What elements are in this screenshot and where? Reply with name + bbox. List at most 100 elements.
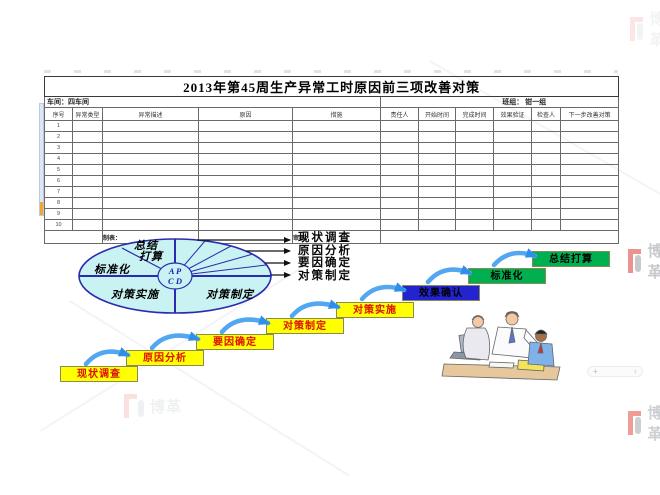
step-list-item: 要因确定	[298, 257, 352, 270]
column-header: 下一步改善对策	[559, 107, 620, 121]
empty-cell	[72, 120, 103, 132]
team-label: 班组： 钳一组	[379, 96, 620, 108]
empty-cell	[380, 120, 419, 132]
brand-logo-text: 博革	[647, 405, 660, 443]
empty-cell	[102, 120, 199, 132]
pdca-label-summary-1: 总结	[134, 239, 159, 252]
brand-watermark: 博革	[124, 394, 182, 418]
empty-cell	[72, 164, 103, 176]
empty-cell	[455, 208, 494, 220]
brand-watermark: 博革	[630, 8, 660, 50]
empty-cell	[380, 175, 419, 187]
empty-cell	[292, 131, 381, 143]
empty-cell	[531, 131, 561, 143]
table-row: 8	[44, 197, 620, 209]
scroll-left-icon[interactable]: ‹	[634, 366, 637, 376]
empty-cell	[455, 219, 494, 231]
empty-cell	[380, 186, 419, 198]
brand-logo-icon	[628, 411, 643, 435]
column-header: 异常类型	[72, 107, 103, 121]
empty-cell	[493, 120, 532, 132]
empty-cell	[72, 142, 103, 154]
column-header: 异常描述	[102, 107, 199, 121]
empty-cell	[493, 197, 532, 209]
empty-cell	[72, 175, 103, 187]
table-row: 5	[44, 164, 620, 176]
empty-cell	[531, 186, 561, 198]
empty-cell	[102, 197, 199, 209]
empty-cell	[292, 164, 381, 176]
teamwork-clipart	[441, 311, 561, 381]
flow-step-keyfactor: 要因确定	[196, 334, 274, 350]
empty-cell	[102, 153, 199, 165]
swoosh-arrow	[83, 347, 131, 367]
empty-cell	[418, 208, 456, 220]
brand-logo-icon	[124, 394, 146, 418]
column-header: 责任人	[380, 107, 419, 121]
empty-cell	[455, 153, 494, 165]
empty-cell	[455, 120, 494, 132]
empty-cell	[198, 120, 293, 132]
empty-cell	[418, 219, 456, 231]
flow-step-analysis: 原因分析	[126, 350, 204, 366]
column-header: 措施	[292, 107, 381, 121]
pdca-label-standardize: 标准化	[94, 263, 131, 276]
empty-cell	[531, 120, 561, 132]
row-number: 3	[44, 142, 73, 154]
empty-cell	[102, 164, 199, 176]
empty-cell	[198, 131, 293, 143]
empty-cell	[292, 186, 381, 198]
empty-cell	[418, 142, 456, 154]
column-header: 完成时间	[455, 107, 494, 121]
empty-cell	[418, 175, 456, 187]
pdca-label-formulate: 对策制定	[206, 288, 255, 301]
empty-cell	[292, 197, 381, 209]
empty-cell	[493, 219, 532, 231]
empty-cell	[72, 208, 103, 220]
pdca-center-circle	[157, 262, 193, 290]
table-row: 9	[44, 208, 620, 220]
row-number: 6	[44, 175, 73, 187]
table-row: 2	[44, 131, 620, 143]
empty-cell	[531, 164, 561, 176]
empty-cell	[379, 230, 620, 244]
column-header: 效果验证	[493, 107, 532, 121]
empty-cell	[102, 186, 199, 198]
empty-cell	[455, 131, 494, 143]
improvement-table: 2013年第45周生产异常工时原因前三项改善对策 车间：四车间 班组： 钳一组 …	[43, 76, 620, 244]
empty-cell	[559, 197, 620, 209]
row-number: 7	[44, 186, 73, 198]
empty-cell	[418, 153, 456, 165]
empty-cell	[493, 164, 532, 176]
empty-cell	[102, 142, 199, 154]
empty-cell	[72, 186, 103, 198]
empty-cell	[198, 153, 293, 165]
scrollbar-remnant[interactable]: + ‹	[587, 366, 643, 377]
table-row: 10	[44, 219, 620, 231]
flow-step-survey: 现状调查	[60, 366, 138, 382]
table-body: 1 2 3 4 5 6 7 8 9 10	[44, 120, 620, 231]
step-list-item: 原因分析	[298, 244, 352, 257]
empty-cell	[531, 142, 561, 154]
empty-cell	[198, 197, 293, 209]
row-number: 4	[44, 153, 73, 165]
empty-cell	[455, 164, 494, 176]
plus-icon: +	[593, 366, 598, 376]
empty-cell	[418, 197, 456, 209]
empty-cell	[455, 197, 494, 209]
empty-cell	[380, 219, 419, 231]
empty-cell	[493, 186, 532, 198]
swoosh-arrow	[491, 248, 538, 268]
empty-cell	[493, 153, 532, 165]
table-row: 3	[44, 142, 620, 154]
empty-cell	[102, 175, 199, 187]
empty-cell	[493, 142, 532, 154]
empty-cell	[292, 175, 381, 187]
column-header: 开始时间	[418, 107, 456, 121]
column-header: 序号	[44, 107, 73, 121]
brand-logo-text: 博革	[150, 398, 183, 416]
empty-cell	[559, 175, 620, 187]
table-row: 6	[44, 175, 620, 187]
empty-cell	[531, 197, 561, 209]
empty-cell	[380, 153, 419, 165]
